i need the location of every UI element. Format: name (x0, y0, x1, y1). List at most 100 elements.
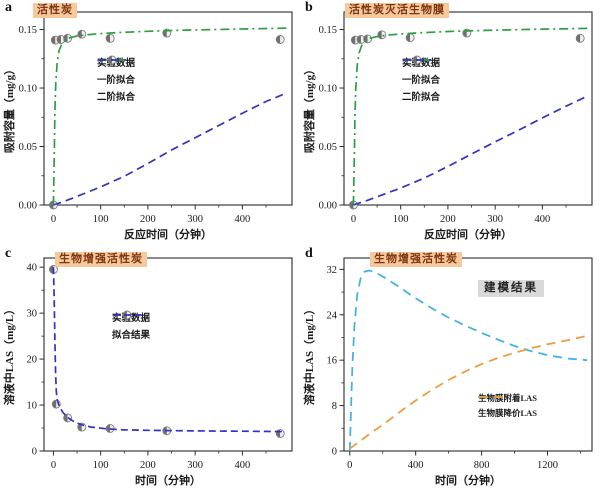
y-tick-label: 16 (327, 356, 338, 367)
data-point-marker (405, 33, 415, 43)
legend-line-icon (98, 59, 126, 61)
data-point-marker (63, 33, 73, 43)
series-line-d (348, 269, 588, 452)
x-axis: 0 100 200 300 400 (51, 451, 267, 471)
data-point-marker (275, 35, 285, 44)
panel-title-a: 活性炭 (33, 3, 77, 18)
y-axis-label: 吸附容量（mg/g） (2, 64, 16, 153)
x-tick-label: 400 (535, 214, 551, 225)
x-tick-label: 200 (440, 214, 456, 225)
x-tick-label: 100 (393, 214, 409, 225)
series-line-a (53, 92, 287, 206)
legend-a: 实验数据一阶拟合 二阶拟合 (97, 55, 135, 103)
chart-a: 0 100 200 300 400 0.00 0.05 0.10 0.15 反应时间（分钟） 吸附容… (2, 11, 293, 241)
x-tick-label: 1200 (537, 460, 558, 471)
x-tick-label: 0 (51, 214, 56, 225)
legend-item: 一阶拟合 (97, 59, 136, 86)
x-tick-label: 200 (140, 214, 156, 225)
y-tick-label: 0.00 (19, 201, 37, 212)
panel-a: 0 100 200 300 400 0.00 0.05 0.10 0.15 反应时间（分钟） 吸附容… (0, 0, 300, 246)
x-tick-label: 0 (347, 460, 352, 471)
y-tick-label: 8 (332, 401, 337, 412)
legend-label: 实验数据 (112, 314, 151, 324)
legend-label: 拟合结果 (112, 331, 151, 341)
panel-letter-c: c (5, 246, 12, 261)
series-line-a (52, 27, 288, 206)
series-line-b (353, 96, 587, 206)
legend-label: 一阶拟合 (402, 76, 441, 86)
data-point-marker (105, 33, 115, 43)
series-scatter-c (48, 265, 285, 438)
series-line-b (352, 27, 588, 206)
y-tick-label: 0.10 (19, 84, 37, 95)
panel-b: 0 100 200 300 400 0.00 0.05 0.10 0.15 反应时间（分钟） 吸附容… (300, 0, 600, 246)
chart-c: 0 100 200 300 400 0 10 20 30 40 时间（分钟） 溶液中LAS（mg/L） (2, 257, 293, 487)
legend-c: 实验数据 拟合结果 (112, 310, 150, 341)
plot-frame (343, 11, 593, 206)
x-tick-label: 400 (408, 460, 424, 471)
legend-item: 生物膜降价LAS (478, 396, 538, 419)
legend-line-icon (403, 59, 431, 61)
legend-label: 生物膜降价LAS (478, 408, 538, 418)
x-tick-label: 400 (235, 214, 251, 225)
y-tick-label: 0 (32, 447, 37, 458)
legend-line-icon (113, 314, 141, 316)
series-line-d (349, 334, 588, 450)
panel-letter-b: b (305, 0, 313, 15)
panel-letter-d: d (305, 246, 313, 261)
legend-line-icon (479, 396, 507, 398)
y-tick-label: 0.15 (319, 25, 337, 36)
y-tick-label: 0.10 (319, 84, 337, 95)
legend-item: 二阶拟合 (97, 59, 135, 103)
x-axis: 0 100 200 300 400 (351, 205, 567, 225)
panel-title-b: 活性炭灭活生物膜 (345, 3, 449, 18)
chart-d: 0 400 800 1200 0 8 16 24 32 时间（分钟） 溶液中LAS（mg/L） (302, 257, 593, 487)
legend-label: 一阶拟合 (97, 76, 136, 86)
y-tick-label: 32 (327, 265, 338, 276)
plot-frame (43, 11, 293, 206)
y-tick-label: 0 (332, 447, 337, 458)
data-point-marker (63, 413, 73, 423)
annotation-label: 建模结果 (478, 280, 544, 297)
panel-letter-a: a (5, 0, 12, 15)
x-axis: 0 100 200 300 400 (51, 205, 267, 225)
legend-item: 二阶拟合 (402, 59, 440, 103)
x-tick-label: 0 (51, 460, 56, 471)
panel-c: 0 100 200 300 400 0 10 20 30 40 时间（分钟） 溶液中LAS（mg/L）… (0, 246, 300, 493)
y-axis: 0.00 0.05 0.10 0.15 (319, 25, 344, 212)
data-point-marker (77, 29, 87, 39)
series-line-c (52, 267, 285, 433)
x-tick-label: 0 (351, 214, 356, 225)
x-tick-label: 400 (235, 460, 251, 471)
plot-frame (343, 257, 593, 452)
legend-label: 实验数据 (97, 59, 136, 69)
x-axis-label: 时间（分钟） (435, 473, 501, 487)
y-tick-label: 0.15 (19, 25, 37, 36)
x-tick-label: 300 (187, 460, 203, 471)
x-axis: 0 400 800 1200 (347, 451, 581, 471)
y-tick-label: 30 (27, 309, 38, 320)
series-scatter-a (48, 28, 285, 210)
y-tick-label: 24 (327, 310, 338, 321)
x-tick-label: 300 (487, 214, 503, 225)
x-tick-label: 800 (474, 460, 490, 471)
y-tick-label: 20 (27, 355, 38, 366)
y-axis-label: 吸附容量（mg/g） (302, 64, 316, 153)
panel-title-d: 生物增强活性炭 (370, 252, 462, 267)
panel-d: 0 400 800 1200 0 8 16 24 32 时间（分钟） 溶液中LAS（mg/L） d 生物… (300, 246, 600, 493)
panel-title-c: 生物增强活性炭 (55, 252, 147, 267)
x-axis-label: 反应时间（分钟） (124, 227, 212, 241)
x-axis-label: 时间（分钟） (135, 473, 201, 487)
x-tick-label: 100 (93, 214, 109, 225)
plot-frame (43, 257, 293, 452)
legend-b: 实验数据 一阶拟合 二阶拟合 (402, 55, 440, 103)
y-tick-label: 10 (27, 401, 38, 412)
x-axis-label: 反应时间（分钟） (424, 227, 512, 241)
legend-label: 生物膜附着LAS (478, 393, 538, 403)
data-point-marker (377, 30, 387, 40)
y-axis-label: 溶液中LAS（mg/L） (2, 304, 16, 405)
legend-item: 一阶拟合 (402, 59, 441, 86)
y-tick-label: 0.00 (319, 201, 337, 212)
chart-b: 0 100 200 300 400 0.00 0.05 0.10 0.15 反应时间（分钟） 吸附容… (302, 11, 593, 241)
